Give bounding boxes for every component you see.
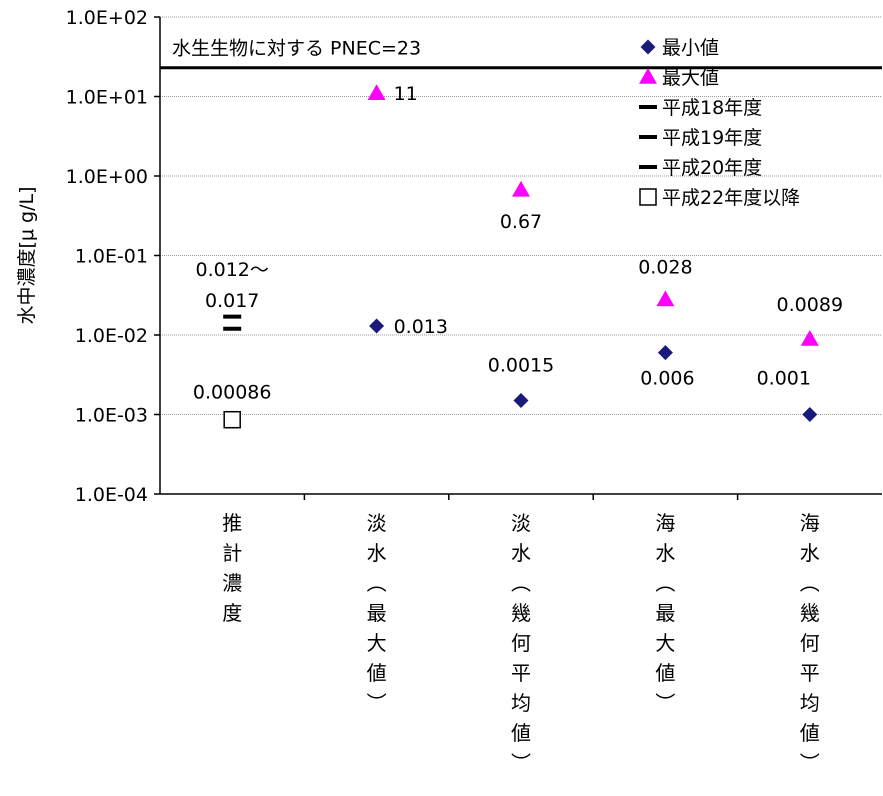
- axes: 1.0E+02 1.0E+01 1.0E+00 1.0E-01 1.0E-02 1.0E-…: [16, 7, 882, 506]
- x-category-glyph: 最: [655, 601, 675, 625]
- pnec-reference: 水生生物に対する PNEC=23: [160, 38, 882, 70]
- data-label: 0.00086: [193, 382, 272, 404]
- y-tick-label: 1.0E+02: [66, 7, 148, 29]
- data-label: 0.001: [757, 368, 811, 390]
- x-category-glyph: ︵: [655, 571, 675, 595]
- pnec-label: 水生生物に対する PNEC=23: [172, 38, 421, 60]
- x-category-glyph: 何: [511, 631, 531, 655]
- data-label: 0.028: [638, 256, 692, 278]
- y-tick-label: 1.0E-01: [75, 246, 148, 268]
- x-category-glyph: 値: [511, 721, 531, 745]
- x-category-glyph: ︶: [655, 691, 675, 715]
- legend-label: 最大値: [662, 67, 719, 89]
- x-category-glyph: 水: [655, 541, 675, 565]
- marker-triangle: [800, 330, 819, 346]
- data-marks: 0.013 0.0015 0.006 0.001 11 0.67 0.028 0.0089 0.…: [193, 83, 843, 429]
- x-category-glyph: ︵: [367, 571, 387, 595]
- marker-triangle: [512, 180, 530, 197]
- marker-triangle: [367, 84, 386, 100]
- x-category-glyph: 均: [511, 691, 531, 715]
- y-axis-title: 水中濃度[μ g/L]: [16, 186, 38, 324]
- x-category-glyph: 淡: [511, 511, 531, 535]
- legend-marker: [639, 68, 657, 84]
- marker-square: [223, 410, 241, 429]
- x-category-glyph: 幾: [800, 601, 820, 625]
- x-category-glyph: 何: [800, 631, 820, 655]
- x-category-glyph: 海: [655, 511, 675, 535]
- data-label: 0.67: [500, 211, 542, 233]
- x-category-glyph: 推: [222, 511, 242, 535]
- y-tick-label: 1.0E-04: [75, 484, 148, 506]
- legend-marker: [639, 188, 657, 206]
- gridlines: [160, 16, 882, 415]
- x-category-glyph: 水: [367, 541, 387, 565]
- data-label: 0.013: [394, 316, 448, 338]
- x-category-glyph: 大: [367, 631, 387, 655]
- data-label: 0.006: [640, 368, 694, 390]
- x-category-glyph: 濃: [222, 571, 242, 595]
- y-tick-label: 1.0E-02: [75, 325, 148, 347]
- x-category-glyph: ︵: [800, 571, 820, 595]
- legend-label: 平成20年度: [662, 157, 762, 179]
- x-category-glyph: 計: [222, 541, 242, 565]
- x-category-glyph: 幾: [511, 601, 531, 625]
- x-category-glyph: ︵: [511, 571, 531, 595]
- x-category-glyph: 値: [367, 661, 387, 685]
- legend-label: 最小値: [662, 37, 719, 59]
- y-tick-label: 1.0E+00: [66, 166, 148, 188]
- x-category-glyph: 大: [655, 631, 675, 655]
- x-category-glyph: ︶: [367, 691, 387, 715]
- x-category-glyph: 平: [511, 661, 531, 685]
- x-category-glyph: 最: [367, 601, 387, 625]
- x-category-glyph: 海: [800, 511, 820, 535]
- annotation-line: 0.012〜: [195, 259, 268, 281]
- marker-diamond: [513, 393, 529, 409]
- x-category-glyph: 値: [655, 661, 675, 685]
- x-category-glyph: 平: [800, 661, 820, 685]
- x-category-glyph: 水: [511, 541, 531, 565]
- x-category-glyph: 値: [800, 721, 820, 745]
- data-label: 0.0015: [488, 355, 554, 377]
- x-category-glyph: 均: [800, 691, 820, 715]
- y-tick-label: 1.0E+01: [66, 87, 148, 109]
- data-label: 11: [394, 83, 418, 105]
- x-category-glyph: ︶: [800, 751, 820, 775]
- marker-diamond: [657, 345, 673, 361]
- x-category-glyph: 水: [800, 541, 820, 565]
- legend-label: 平成18年度: [662, 97, 762, 119]
- marker-triangle: [656, 290, 675, 307]
- annotation-line: 0.017: [205, 290, 259, 312]
- x-category-glyph: ︶: [511, 751, 531, 775]
- legend-marker: [640, 39, 656, 55]
- x-category-glyph: 度: [222, 601, 242, 625]
- legend-label: 平成22年度以降: [662, 187, 800, 209]
- marker-diamond: [802, 407, 818, 422]
- x-category-glyph: 淡: [367, 511, 387, 535]
- legend-label: 平成19年度: [662, 127, 762, 149]
- y-tick-label: 1.0E-03: [75, 405, 148, 427]
- marker-diamond: [369, 318, 385, 334]
- data-label: 0.0089: [777, 294, 843, 316]
